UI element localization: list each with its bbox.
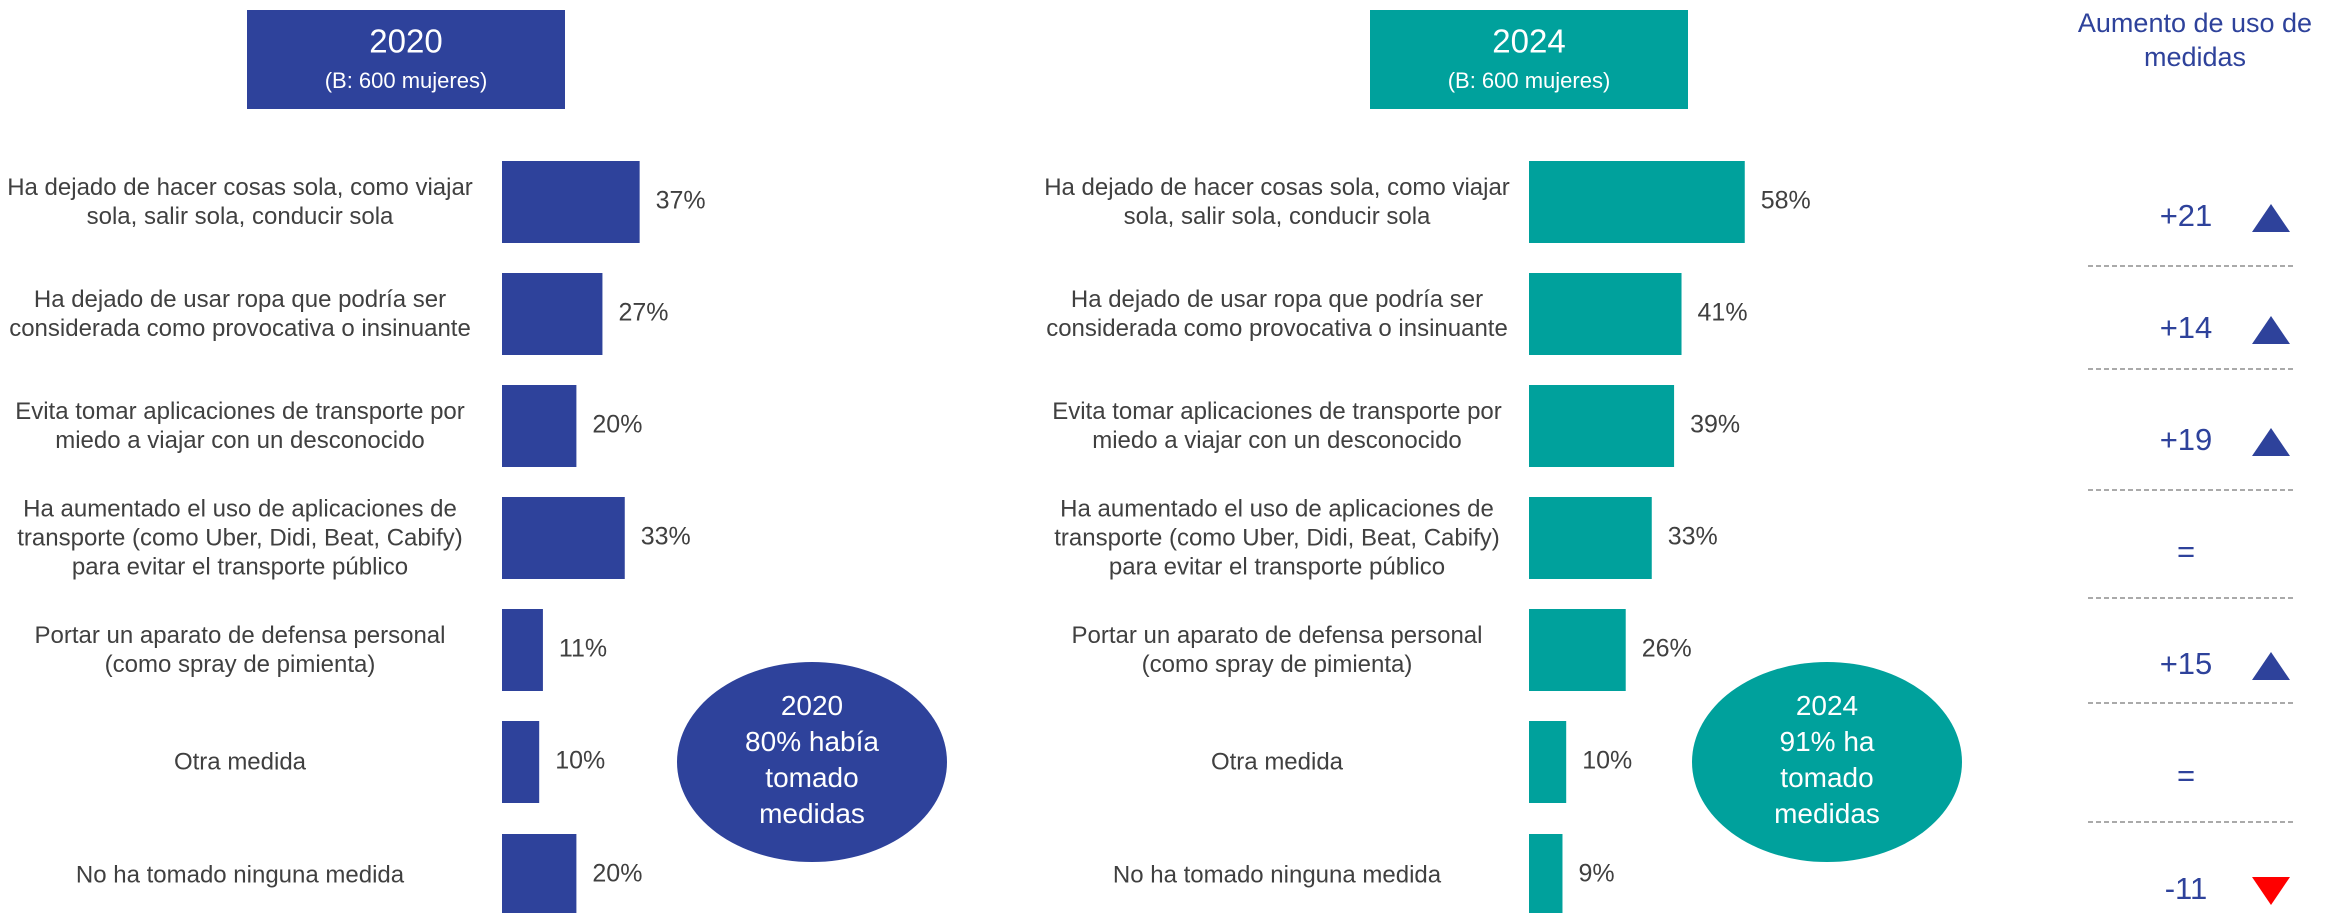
annotation-line: medidas: [1774, 798, 1880, 829]
change-value: +19: [2160, 422, 2213, 457]
bar: [502, 497, 625, 579]
category-label: Portar un aparato de defensa personal (c…: [1071, 622, 1483, 678]
annotation-bubble: [677, 662, 947, 862]
value-label: 41%: [1698, 299, 1748, 327]
chart-subtitle: (B: 600 mujeres): [1448, 68, 1611, 93]
change-title: Aumento de uso de medidas: [2077, 8, 2313, 72]
value-label: 27%: [618, 299, 668, 327]
category-label: Ha aumentado el uso de aplicaciones de t…: [1054, 495, 1500, 581]
bar: [502, 834, 577, 913]
annotation-line: 2024: [1796, 690, 1858, 721]
value-label: 37%: [656, 187, 706, 215]
bar: [502, 609, 543, 691]
bar: [1529, 273, 1682, 355]
value-label: 9%: [1578, 860, 1614, 888]
up-triangle: [2252, 428, 2290, 456]
down-triangle: [2252, 877, 2290, 905]
up-triangle: [2252, 204, 2290, 232]
up-triangle: [2252, 652, 2290, 680]
change-value: -11: [2165, 871, 2208, 906]
bar: [1529, 161, 1745, 243]
bar: [502, 273, 603, 355]
annotation-line: 80% había: [745, 726, 879, 757]
annotation: 2020 80% había tomado medidas: [745, 690, 879, 829]
category-label: Ha aumentado el uso de aplicaciones de t…: [17, 495, 463, 581]
bar: [1529, 834, 1563, 913]
header-box: [1370, 10, 1688, 109]
change-value: =: [2177, 758, 2195, 793]
change-value: =: [2177, 534, 2195, 569]
change-value: +15: [2160, 646, 2213, 681]
bar: [502, 161, 640, 243]
value-label: 33%: [1668, 523, 1718, 551]
value-label: 58%: [1761, 187, 1811, 215]
bar: [502, 721, 540, 803]
value-label: 11%: [559, 635, 607, 663]
value-label: 20%: [592, 860, 642, 888]
category-label: Otra medida: [1210, 748, 1344, 776]
category-label: Ha dejado de usar ropa que podría ser co…: [9, 286, 471, 342]
change-value: +21: [2160, 198, 2213, 233]
change-value: +14: [2160, 310, 2213, 345]
header-box: [247, 10, 565, 109]
chart-subtitle: (B: 600 mujeres): [325, 68, 488, 93]
bar: [1529, 385, 1675, 467]
category-label: Otra medida: [173, 748, 307, 776]
annotation-line: 91% ha: [1780, 726, 1875, 757]
up-triangle: [2252, 316, 2290, 344]
value-label: 10%: [1582, 747, 1632, 775]
value-label: 10%: [555, 747, 605, 775]
category-label: Portar un aparato de defensa personal (c…: [34, 622, 446, 678]
annotation-line: tomado: [1780, 762, 1873, 793]
category-label: Evita tomar aplicaciones de transporte p…: [15, 398, 465, 454]
bar: [502, 385, 577, 467]
category-label: Evita tomar aplicaciones de transporte p…: [1052, 398, 1502, 454]
category-label: Ha dejado de hacer cosas sola, como viaj…: [7, 174, 473, 230]
annotation-line: medidas: [759, 798, 865, 829]
category-label: Ha dejado de hacer cosas sola, como viaj…: [1044, 174, 1510, 230]
annotation-bubble: [1692, 662, 1962, 862]
value-label: 26%: [1642, 635, 1692, 663]
category-label: No ha tomado ninguna medida: [75, 861, 405, 889]
bar: [1529, 609, 1626, 691]
category-label: No ha tomado ninguna medida: [1112, 861, 1442, 889]
annotation-line: tomado: [765, 762, 858, 793]
value-label: 20%: [592, 411, 642, 439]
chart-title: 2020: [369, 23, 442, 60]
chart-title: 2024: [1492, 23, 1565, 60]
bar: [1529, 721, 1567, 803]
annotation-line: 2020: [781, 690, 843, 721]
value-label: 33%: [641, 523, 691, 551]
annotation: 2024 91% ha tomado medidas: [1774, 690, 1880, 829]
bar: [1529, 497, 1652, 579]
value-label: 39%: [1690, 411, 1740, 439]
category-label: Ha dejado de usar ropa que podría ser co…: [1046, 286, 1508, 342]
